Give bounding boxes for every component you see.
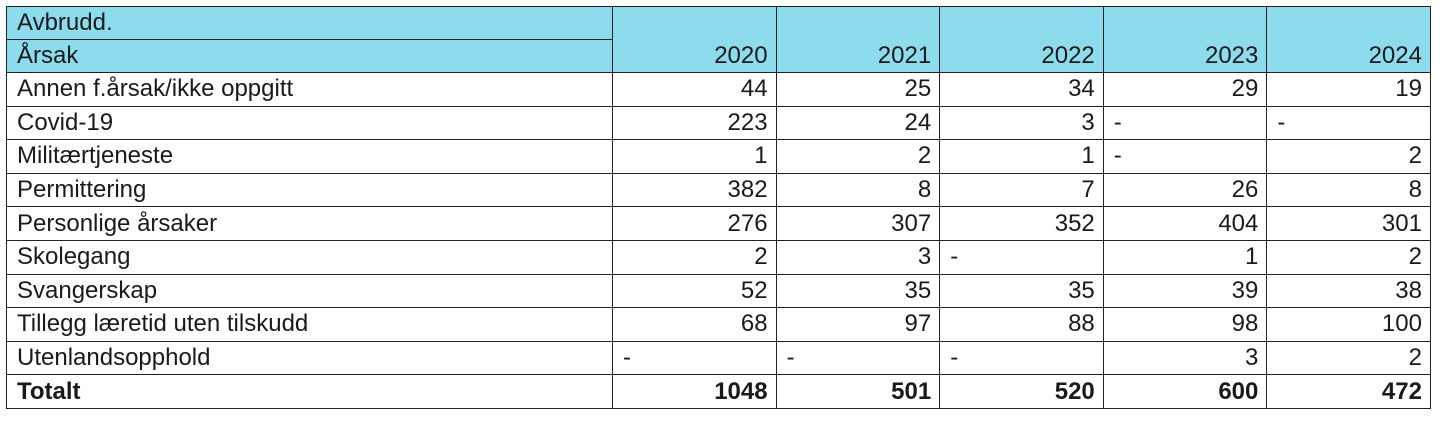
value-cell-2021: 35 (775, 273, 941, 309)
value-cell-2022: - (939, 340, 1104, 376)
table-row: Annen f.årsak/ikke oppgitt 44 25 34 29 19 (6, 72, 1431, 107)
value-cell-2022: 35 (939, 273, 1104, 309)
value-cell-2024: - (1266, 105, 1431, 141)
value-cell-2021: 25 (775, 72, 941, 107)
value-cell-2023: 39 (1102, 273, 1268, 309)
table-row: Covid-19 223 24 3- - (6, 105, 1431, 141)
total-row: Totalt 1048 501 520 600 472 (6, 374, 1431, 409)
value-cell-2021: - (775, 340, 941, 376)
value-cell-2020: 68 (612, 307, 777, 342)
value-cell-2023: - (1102, 105, 1268, 141)
table-row: Tillegg læretid uten tilskudd 68 97 88 98 100 (6, 307, 1431, 342)
value-cell-2023: 1 (1102, 239, 1268, 275)
value-cell-2022: 3 (939, 105, 1104, 141)
value-cell-2021: 307 (775, 206, 941, 241)
value-cell-2024: 8 (1266, 172, 1431, 208)
row-label: Annen f.årsak/ikke oppgitt (6, 72, 613, 107)
value-cell-2023: 3 (1102, 340, 1268, 376)
value-cell-2022: 34 (939, 72, 1104, 107)
row-label: Personlige årsaker (6, 206, 613, 241)
table-row: Svangerskap 52 35 35 39 38 (6, 273, 1431, 309)
year-header-2020: 2020 (612, 6, 777, 73)
value-cell-2024: 472 (1266, 374, 1431, 409)
value-cell-2024: 19 (1266, 72, 1431, 107)
value-cell-2021: 8 (775, 172, 941, 208)
value-cell-2024: 301 (1266, 206, 1431, 241)
value-cell-2023: 600 (1102, 374, 1268, 409)
row-label: Militærtjeneste (6, 139, 613, 174)
value-cell-2022: 1 (939, 139, 1104, 174)
table-row: Personlige årsaker 276 307 352 404 301 (6, 206, 1431, 241)
year-header-2024: 2024 (1266, 6, 1431, 73)
row-label: Covid-19 (6, 105, 613, 141)
value-cell-2024: 100 (1266, 307, 1431, 342)
value-cell-2020: 44 (612, 72, 777, 107)
value-cell-2020: - (612, 340, 777, 376)
value-cell-2020: 276 (612, 206, 777, 241)
value-cell-2024: 2 (1266, 139, 1431, 174)
value-cell-2024: 38 (1266, 273, 1431, 309)
interruption-cause-table: Avbrudd. 2020 2021 2022 2023 2024 Årsak … (6, 6, 1431, 409)
year-header-2022: 2022 (939, 6, 1104, 73)
value-cell-2020: 2 (612, 239, 777, 275)
value-cell-2020: 223 (612, 105, 777, 141)
value-cell-2023: - (1102, 139, 1268, 174)
row-label: Tillegg læretid uten tilskudd (6, 307, 613, 342)
value-cell-2022: 352 (939, 206, 1104, 241)
row-label: Skolegang (6, 239, 613, 275)
value-cell-2024: 2 (1266, 239, 1431, 275)
row-label: Utenlandsopphold (6, 340, 613, 376)
value-cell-2021: 2 (775, 139, 941, 174)
value-cell-2021: 501 (775, 374, 941, 409)
value-cell-2023: 98 (1102, 307, 1268, 342)
table-row: Utenlandsopphold - - -3 2 (6, 340, 1431, 376)
row-label: Permittering (6, 172, 613, 208)
value-cell-2021: 97 (775, 307, 941, 342)
value-cell-2023: 404 (1102, 206, 1268, 241)
table-row: Skolegang 2 3-1 2 (6, 239, 1431, 275)
value-cell-2021: 24 (775, 105, 941, 141)
value-cell-2021: 3 (775, 239, 941, 275)
header-title: Avbrudd. (6, 6, 613, 40)
table-body: Annen f.årsak/ikke oppgitt 44 25 34 29 19 Covi… (6, 72, 1431, 409)
year-header-2023: 2023 (1102, 6, 1268, 73)
value-cell-2023: 26 (1102, 172, 1268, 208)
value-cell-2024: 2 (1266, 340, 1431, 376)
table-row: Permittering 382 8 7 26 8 (6, 172, 1431, 208)
value-cell-2022: - (939, 239, 1104, 275)
table-row: Militærtjeneste 1 2 1-2 (6, 139, 1431, 174)
value-cell-2020: 1048 (612, 374, 777, 409)
table-header: Avbrudd. 2020 2021 2022 2023 2024 Årsak (6, 6, 1431, 73)
header-cause-label: Årsak (6, 39, 613, 73)
value-cell-2022: 520 (939, 374, 1104, 409)
row-label: Totalt (6, 374, 613, 409)
value-cell-2022: 7 (939, 172, 1104, 208)
value-cell-2023: 29 (1102, 72, 1268, 107)
value-cell-2020: 382 (612, 172, 777, 208)
row-label: Svangerskap (6, 273, 613, 309)
value-cell-2020: 52 (612, 273, 777, 309)
year-header-2021: 2021 (775, 6, 941, 73)
value-cell-2020: 1 (612, 139, 777, 174)
value-cell-2022: 88 (939, 307, 1104, 342)
